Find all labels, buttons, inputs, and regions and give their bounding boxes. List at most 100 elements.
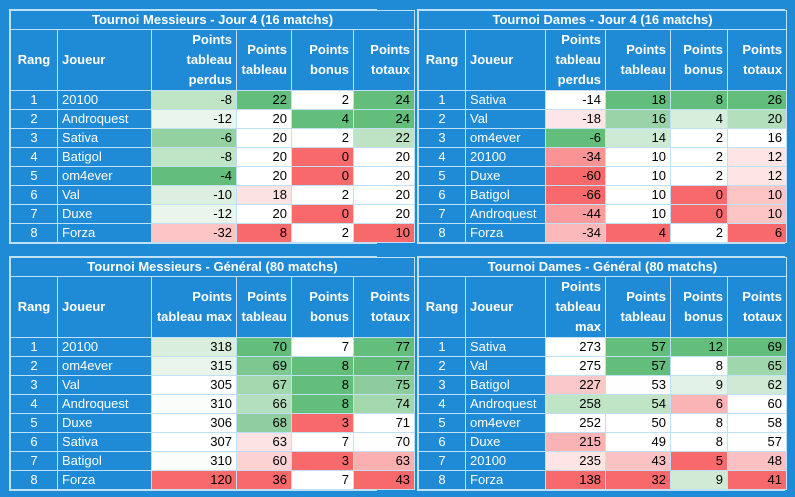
table-title: Tournoi Messieurs - Jour 4 (16 matchs) xyxy=(9,10,416,30)
panel-men-general: Tournoi Messieurs - Général (80 matchs) R… xyxy=(9,256,416,491)
value-cell: 310 xyxy=(151,394,237,414)
value-cell: 50 xyxy=(605,413,671,433)
header-rang: Rang xyxy=(418,276,466,338)
value-cell: 227 xyxy=(545,375,606,395)
value-cell: 2 xyxy=(291,128,354,148)
value-cell: 43 xyxy=(352,470,416,490)
value-cell: 10 xyxy=(726,185,788,205)
table-row: 2 Val 275 57 8 65 xyxy=(418,356,787,376)
header-points-tableau-col1: Points tableau max xyxy=(545,276,606,338)
table-row: 8 Forza 138 32 9 41 xyxy=(418,470,787,490)
header-row: Rang Joueur Points tableau max Points table… xyxy=(418,276,787,338)
value-cell: 0 xyxy=(291,147,354,167)
value-cell: 24 xyxy=(352,109,416,129)
value-cell: 258 xyxy=(545,394,606,414)
value-cell: 10 xyxy=(605,147,671,167)
header-points-bonus: Points bonus xyxy=(291,29,354,91)
value-cell: 12 xyxy=(726,166,788,186)
value-cell: 307 xyxy=(151,432,237,452)
value-cell: 2 xyxy=(670,128,728,148)
value-cell: 77 xyxy=(352,356,416,376)
value-cell: -34 xyxy=(545,223,606,243)
header-points-totaux: Points totaux xyxy=(352,29,416,91)
value-cell: 3 xyxy=(291,413,354,433)
value-cell: 215 xyxy=(545,432,606,452)
header-points-bonus: Points bonus xyxy=(291,276,354,338)
player-name-cell: Sativa xyxy=(57,128,152,148)
value-cell: 2 xyxy=(291,185,354,205)
table-row: 3 Sativa -6 20 2 22 xyxy=(10,128,416,148)
header-points-tableau: Points tableau xyxy=(605,29,671,91)
header-rang: Rang xyxy=(418,29,466,91)
player-name-cell: 20100 xyxy=(57,90,152,110)
value-cell: 20 xyxy=(236,204,292,224)
value-cell: 22 xyxy=(236,90,292,110)
value-cell: 8 xyxy=(291,356,354,376)
rank-cell: 5 xyxy=(418,413,466,433)
table-row: 3 Batigol 227 53 9 62 xyxy=(418,375,787,395)
value-cell: 252 xyxy=(545,413,606,433)
value-cell: 305 xyxy=(151,375,237,395)
value-cell: -44 xyxy=(545,204,606,224)
header-points-totaux: Points totaux xyxy=(727,276,787,338)
rank-cell: 6 xyxy=(10,432,58,452)
header-points-tableau: Points tableau xyxy=(236,29,292,91)
value-cell: 20 xyxy=(352,185,416,205)
value-cell: 48 xyxy=(727,451,787,471)
value-cell: -12 xyxy=(151,109,237,129)
table-row: 2 Androquest -12 20 4 24 xyxy=(10,109,416,129)
value-cell: 8 xyxy=(670,432,728,452)
value-cell: -14 xyxy=(545,90,606,110)
rank-cell: 2 xyxy=(10,109,58,129)
value-cell: 3 xyxy=(291,451,354,471)
header-joueur: Joueur xyxy=(465,29,546,91)
value-cell: 14 xyxy=(605,128,671,148)
table-row: 7 Duxe -12 20 0 20 xyxy=(10,204,416,224)
rank-cell: 6 xyxy=(418,432,466,452)
rank-cell: 1 xyxy=(418,90,466,110)
value-cell: 63 xyxy=(236,432,292,452)
player-name-cell: Androquest xyxy=(57,394,152,414)
rank-cell: 3 xyxy=(10,375,58,395)
value-cell: 41 xyxy=(727,470,787,490)
value-cell: 16 xyxy=(605,109,671,129)
table-row: 4 Batigol -8 20 0 20 xyxy=(10,147,416,167)
value-cell: -6 xyxy=(545,128,606,148)
table-title: Tournoi Messieurs - Général (80 matchs) xyxy=(9,257,416,277)
value-cell: -66 xyxy=(545,185,606,205)
rank-cell: 4 xyxy=(10,147,58,167)
value-cell: 20 xyxy=(352,147,416,167)
value-cell: 77 xyxy=(352,337,416,357)
value-cell: -10 xyxy=(151,185,237,205)
rank-cell: 2 xyxy=(418,356,466,376)
rank-cell: 8 xyxy=(418,223,466,243)
value-cell: 2 xyxy=(291,223,354,243)
value-cell: 12 xyxy=(670,337,728,357)
header-points-bonus: Points bonus xyxy=(670,276,728,338)
value-cell: 36 xyxy=(236,470,292,490)
table-row: 8 Forza -32 8 2 10 xyxy=(10,223,416,243)
rank-cell: 7 xyxy=(10,204,58,224)
player-name-cell: 20100 xyxy=(465,451,546,471)
rank-cell: 2 xyxy=(418,109,466,129)
rank-cell: 6 xyxy=(418,185,466,205)
value-cell: 310 xyxy=(151,451,237,471)
value-cell: 70 xyxy=(352,432,416,452)
table-title: Tournoi Dames - Jour 4 (16 matchs) xyxy=(417,10,788,30)
header-points-bonus: Points bonus xyxy=(670,29,728,91)
value-cell: 62 xyxy=(727,375,787,395)
table-row: 1 Sativa 273 57 12 69 xyxy=(418,337,787,357)
header-joueur: Joueur xyxy=(57,29,152,91)
header-joueur: Joueur xyxy=(465,276,546,338)
value-cell: 6 xyxy=(670,394,728,414)
value-cell: -34 xyxy=(545,147,606,167)
value-cell: -18 xyxy=(545,109,606,129)
value-cell: 26 xyxy=(726,90,788,110)
value-cell: 20 xyxy=(726,109,788,129)
table-row: 7 Batigol 310 60 3 63 xyxy=(10,451,416,471)
value-cell: 57 xyxy=(727,432,787,452)
value-cell: 20 xyxy=(236,128,292,148)
rank-cell: 1 xyxy=(10,337,58,357)
player-name-cell: Forza xyxy=(465,223,546,243)
rank-cell: 8 xyxy=(10,223,58,243)
